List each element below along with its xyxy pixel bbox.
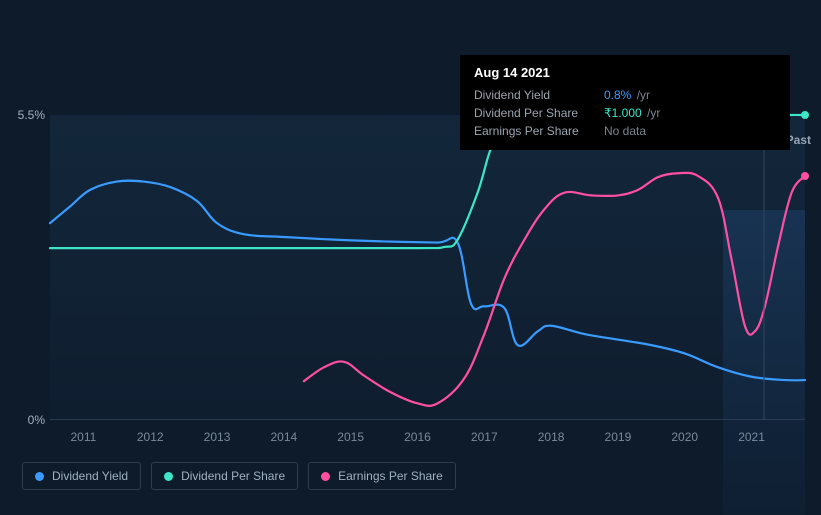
x-tick-label: 2017 xyxy=(471,430,498,444)
chart-lines-svg xyxy=(50,115,805,419)
tooltip-row: Dividend Yield0.8% /yr xyxy=(474,86,776,104)
x-tick-label: 2015 xyxy=(337,430,364,444)
x-tick-label: 2012 xyxy=(137,430,164,444)
legend-item[interactable]: Dividend Yield xyxy=(22,462,141,490)
x-tick-label: 2021 xyxy=(738,430,765,444)
tooltip-row-label: Dividend Yield xyxy=(474,88,604,102)
legend-dot-icon xyxy=(321,472,330,481)
x-axis-labels: 2011 2012 2013 2014 2015 2016 2017 2018 2019 2020… xyxy=(50,430,805,450)
x-tick-label: 2016 xyxy=(404,430,431,444)
legend-dot-icon xyxy=(164,472,173,481)
tooltip-row-label: Dividend Per Share xyxy=(474,106,604,120)
tooltip-date: Aug 14 2021 xyxy=(474,65,776,80)
legend-label: Dividend Per Share xyxy=(181,469,285,483)
legend-dot-icon xyxy=(35,472,44,481)
tooltip-row-unit: /yr xyxy=(633,88,650,102)
tooltip-row-unit: /yr xyxy=(644,106,661,120)
plot-area[interactable] xyxy=(50,115,805,420)
legend-label: Dividend Yield xyxy=(52,469,128,483)
legend-label: Earnings Per Share xyxy=(338,469,443,483)
chart-legend: Dividend Yield Dividend Per Share Earnings… xyxy=(22,462,456,490)
chart-tooltip: Aug 14 2021 Dividend Yield0.8% /yrDivide… xyxy=(460,55,790,150)
y-tick-label: 5.5% xyxy=(18,108,45,122)
tooltip-rows: Dividend Yield0.8% /yrDividend Per Share… xyxy=(474,86,776,140)
x-tick-label: 2013 xyxy=(204,430,231,444)
series-end-dot-dividend_per_share xyxy=(801,111,809,119)
chart-container: 5.5%0% Past Aug 14 2021 Dividend Yield0.… xyxy=(50,20,805,420)
x-tick-label: 2019 xyxy=(605,430,632,444)
x-tick-label: 2020 xyxy=(671,430,698,444)
tooltip-row: Earnings Per ShareNo data xyxy=(474,122,776,140)
tooltip-row: Dividend Per Share₹1.000 /yr xyxy=(474,104,776,122)
tooltip-row-value: No data xyxy=(604,124,646,138)
series-line-dividend_yield xyxy=(50,181,805,381)
x-tick-label: 2011 xyxy=(71,430,97,444)
tooltip-row-value: ₹1.000 /yr xyxy=(604,106,660,120)
series-end-dot-earnings_per_share xyxy=(801,172,809,180)
x-tick-label: 2014 xyxy=(270,430,297,444)
y-tick-label: 0% xyxy=(28,413,45,427)
past-guideline xyxy=(763,115,765,420)
tooltip-row-label: Earnings Per Share xyxy=(474,124,604,138)
tooltip-row-value: 0.8% /yr xyxy=(604,88,650,102)
legend-item[interactable]: Earnings Per Share xyxy=(308,462,456,490)
legend-item[interactable]: Dividend Per Share xyxy=(151,462,298,490)
x-tick-label: 2018 xyxy=(538,430,565,444)
